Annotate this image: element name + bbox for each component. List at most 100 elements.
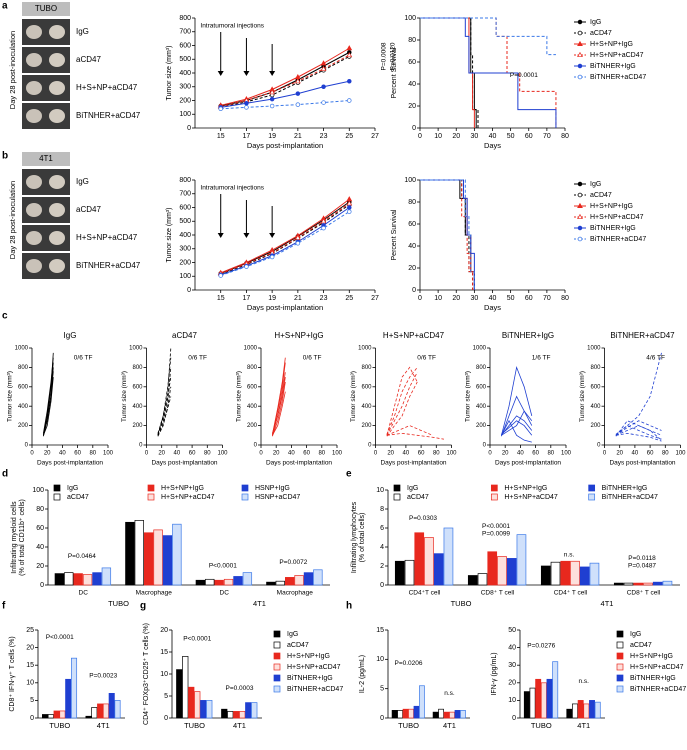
x-tick-label: 40 [517,451,524,457]
annotation: P=0.0120 [390,42,397,70]
legend-swatch [490,484,498,492]
bar [195,579,206,586]
x-tick-label: 0 [374,451,378,457]
panel-letter: d [2,469,8,480]
panel-letter: c [2,311,8,322]
marker [244,105,249,110]
legend-label: H+S+NP+aCD47 [504,494,558,501]
series-line [501,419,532,443]
y-axis-label: Tumor size (mm³) [579,371,586,422]
y-tick-label: 400 [361,404,372,410]
x-tick-label: 80 [433,451,440,457]
marker [269,254,275,260]
y-tick-label: 600 [476,384,487,390]
y-tick-label: 600 [247,384,258,390]
legend-label: HSNP+IgG [255,485,290,492]
series-line [501,415,533,436]
bar [623,582,634,586]
y-tick-label: 400 [247,404,258,410]
series-line [220,207,350,276]
legend-label: H+S+NP+IgG [504,485,547,492]
legend-swatch [490,493,498,501]
arrow-head [217,233,224,238]
bar [102,703,109,719]
annotation: 0/6 TF [74,354,93,361]
bar [47,714,54,719]
marker [321,225,326,231]
y-tick-label: 25 [26,627,34,634]
legend-swatch [241,484,249,492]
x-tick-label: 20 [452,295,460,302]
x-tick-label: 60 [303,451,310,457]
x-tick-label: 100 [561,451,572,457]
tumor [26,259,42,273]
series-line [272,381,286,437]
tumor [26,203,42,217]
y-axis-label: (% of total CD11b⁺ cells) [19,499,26,576]
y-tick-label: 100 [404,177,416,184]
x-tick-label: 60 [74,451,81,457]
bar [206,700,213,719]
group-label: 4T1 [601,599,614,608]
bar [200,700,207,719]
legend-swatch [53,493,61,501]
tumor [49,231,65,245]
x-tick-label: 70 [543,295,551,302]
legend-swatch [273,663,281,671]
bar [233,576,243,586]
chart-title: IgG [64,331,77,340]
y-tick-label: 20 [26,644,34,651]
y-tick-label: 50 [508,627,516,634]
y-tick-label: 5 [380,686,384,693]
side-label: Day 28 post-inoculation [8,181,17,259]
x-tick-label: 23 [320,295,328,302]
series-line [220,204,350,275]
annotation: 4/6 TF [646,354,665,361]
y-tick-label: 80 [36,506,44,513]
x-tick-label: 80 [662,451,669,457]
y-tick-label: 4 [380,544,384,551]
x-tick-label: 50 [507,295,515,302]
tumor [49,175,65,189]
annotation: P=0.0001 [510,72,538,79]
y-tick-label: 1000 [473,346,487,352]
y-tick-label: 700 [179,191,191,198]
bar [275,580,285,586]
series-line [420,17,557,128]
x-axis-label: Days post-implantation [495,460,561,467]
y-tick-label: 20 [508,680,516,687]
bar [643,582,653,586]
y-tick-label: 60 [408,221,416,228]
y-tick-label: 800 [132,365,143,371]
legend-marker [577,40,583,47]
legend-marker [577,192,583,198]
panel-letter: b [2,151,8,162]
bar [153,529,163,586]
bar [579,566,590,586]
bar [73,573,83,586]
bar [516,534,527,586]
bar [523,691,530,719]
bar [125,521,135,586]
series-line [615,352,662,436]
group-label: 4T1 [253,599,266,608]
legend-label: aCD47 [590,30,612,37]
legend-marker [577,74,583,80]
bar [583,703,590,719]
legend-swatch [53,484,61,492]
legend-label: BiTNHER+aCD47 [602,494,658,501]
annotation: n.s. [579,678,590,685]
legend-label: H+S+NP+IgG [287,653,330,660]
group-label: aCD47 [76,55,101,64]
y-axis-label: CD4⁺ FOXp3⁺CD25⁺ T cells (%) [143,623,150,725]
y-tick-label: 0 [380,715,384,722]
legend-label: H+S+NP+IgG [590,203,633,210]
x-tick-label: 100 [103,451,114,457]
y-tick-label: 200 [179,259,191,266]
y-tick-label: 400 [132,404,143,410]
panel-letter: a [2,1,8,12]
y-tick-label: 0 [368,443,372,449]
legend-label: BiTNHER+aCD47 [590,74,646,81]
category-label: Macrophage [277,590,314,597]
series-line [220,211,350,277]
